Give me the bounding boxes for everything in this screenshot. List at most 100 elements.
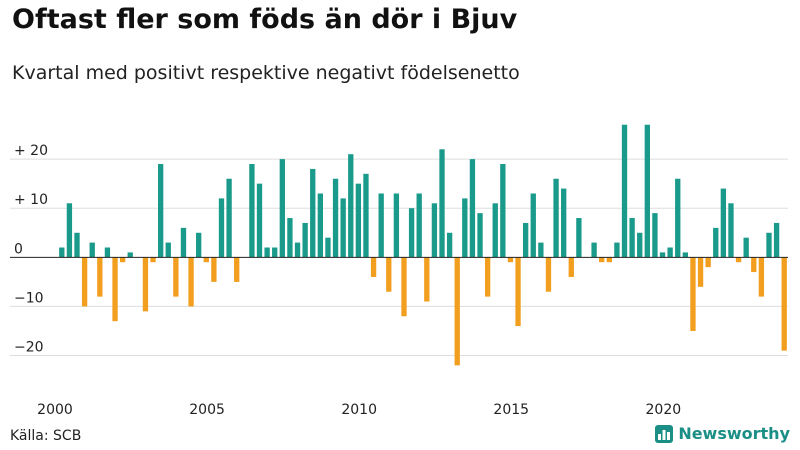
bar-positive xyxy=(325,237,331,258)
bar-positive xyxy=(294,242,301,258)
bar-negative xyxy=(690,257,696,331)
bar-chart: −20 −10 0 + 10 + 20 2000 2005 2010 2015 2020 xyxy=(10,124,788,418)
chart-subtitle: Kvartal med positivt respektive negativt… xyxy=(12,62,520,84)
bar-positive xyxy=(614,242,620,258)
y-tick-label: −10 xyxy=(14,290,44,306)
bar-negative xyxy=(781,257,787,351)
bar-positive xyxy=(500,164,506,258)
bar-negative xyxy=(97,257,103,297)
bar-negative xyxy=(112,257,118,322)
bar-positive xyxy=(272,247,278,258)
bar-negative xyxy=(203,257,209,263)
bar-positive xyxy=(249,164,255,258)
bar-positive xyxy=(621,124,628,258)
bar-negative xyxy=(234,257,240,282)
bar-negative xyxy=(507,257,514,263)
y-tick-label: + 10 xyxy=(14,192,48,208)
x-tick-label: 2000 xyxy=(37,402,73,418)
bar-positive xyxy=(363,173,369,258)
y-tick-label: −20 xyxy=(14,340,44,356)
bar-negative xyxy=(188,257,194,307)
bar-negative xyxy=(606,257,612,263)
bar-positive xyxy=(591,242,597,258)
bar-positive xyxy=(264,247,270,258)
bar-positive xyxy=(773,222,780,258)
bar-negative xyxy=(150,257,156,263)
bar-negative xyxy=(484,257,491,297)
bar-positive xyxy=(355,183,362,258)
bar-positive xyxy=(89,242,95,258)
bar-positive xyxy=(553,178,559,258)
bar-positive xyxy=(287,218,293,258)
bar-positive xyxy=(165,242,171,258)
bar-negative xyxy=(401,257,407,317)
bar-negative xyxy=(758,257,765,297)
bar-negative xyxy=(424,257,430,302)
bar-positive xyxy=(675,178,681,258)
bar-negative xyxy=(568,257,574,277)
bar-positive xyxy=(637,232,643,258)
bar-positive xyxy=(196,232,202,258)
bar-negative xyxy=(599,257,605,263)
bar-positive xyxy=(74,232,80,258)
x-tick-label: 2010 xyxy=(341,402,377,418)
bar-positive xyxy=(522,222,529,258)
bar-negative xyxy=(211,257,217,282)
bar-negative xyxy=(81,257,88,307)
brand: Newsworthy xyxy=(655,424,790,443)
bar-positive xyxy=(462,198,468,258)
bar-positive xyxy=(127,252,133,258)
bar-positive xyxy=(226,178,232,258)
bar-positive xyxy=(348,154,354,258)
y-tick-label: + 20 xyxy=(14,143,48,159)
bar-positive xyxy=(538,242,544,258)
bar-positive xyxy=(477,213,483,258)
bar-positive xyxy=(378,193,384,258)
bar-negative xyxy=(735,257,742,263)
bar-negative xyxy=(515,257,521,327)
bar-positive xyxy=(104,247,111,258)
bar-positive xyxy=(720,188,727,258)
bar-positive xyxy=(180,227,187,258)
bar-negative xyxy=(697,257,704,287)
bar-positive xyxy=(157,164,164,258)
brand-name: Newsworthy xyxy=(678,424,790,443)
bar-positive xyxy=(408,208,415,258)
bar-positive xyxy=(310,168,316,258)
bar-positive xyxy=(59,247,65,258)
bar-positive xyxy=(256,183,263,258)
bar-positive xyxy=(446,232,453,258)
bar-positive xyxy=(317,193,324,258)
bar-positive xyxy=(576,218,582,258)
source-note: Källa: SCB xyxy=(10,428,82,444)
bar-positive xyxy=(530,193,536,258)
bar-positive xyxy=(416,193,422,258)
bar-negative xyxy=(370,257,377,277)
bar-positive xyxy=(302,222,308,258)
x-tick-label: 2015 xyxy=(493,402,529,418)
x-tick-label: 2005 xyxy=(189,402,225,418)
bar-negative xyxy=(119,257,126,263)
chart-title: Oftast fler som föds än dör i Bjuv xyxy=(12,4,518,35)
bar-positive xyxy=(766,232,772,258)
bar-negative xyxy=(386,257,392,292)
bar-negative xyxy=(142,257,149,312)
bar-positive xyxy=(439,149,445,258)
bar-positive xyxy=(431,203,438,258)
bar-positive xyxy=(279,159,285,258)
bar-negative xyxy=(173,257,179,297)
bar-negative xyxy=(545,257,552,292)
bar-positive xyxy=(743,237,749,258)
bar-negative xyxy=(751,257,757,273)
bar-positive xyxy=(340,198,346,258)
bar-negative xyxy=(705,257,711,268)
bar-positive xyxy=(561,188,567,258)
bar-positive xyxy=(713,227,719,258)
y-tick-label: 0 xyxy=(14,241,23,257)
x-tick-label: 2020 xyxy=(646,402,682,418)
bar-positive xyxy=(652,213,658,258)
bar-positive xyxy=(218,198,225,258)
bar-positive xyxy=(667,247,673,258)
bar-positive xyxy=(682,252,689,258)
bar-positive xyxy=(644,124,650,258)
